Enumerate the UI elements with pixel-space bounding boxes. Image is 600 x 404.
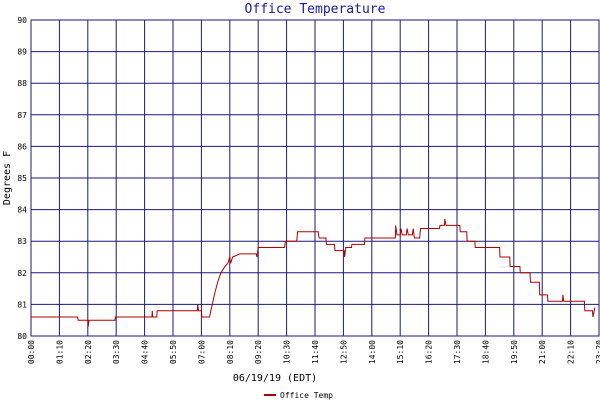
- x-tick-label: 08:10: [226, 340, 235, 364]
- x-tick-label: 03:30: [112, 340, 121, 364]
- y-tick-label: 90: [17, 16, 27, 25]
- x-tick-label: 18:40: [481, 340, 490, 364]
- chart-title: Office Temperature: [245, 2, 386, 17]
- y-tick-label: 82: [17, 269, 27, 278]
- x-tick-label: 12:50: [339, 340, 348, 364]
- y-tick-label: 88: [17, 79, 27, 88]
- y-tick-label: 86: [17, 142, 27, 151]
- x-tick-label: 22:10: [567, 340, 576, 364]
- y-tick-label: 81: [17, 300, 27, 309]
- x-tick-label: 11:40: [311, 340, 320, 364]
- x-tick-label: 00:00: [27, 340, 36, 364]
- data-line: [31, 218, 596, 327]
- legend-label: Office Temp: [280, 391, 333, 400]
- x-tick-label: 16:20: [425, 340, 434, 364]
- x-tick-label: 14:00: [368, 340, 377, 364]
- x-tick-label: 05:50: [169, 340, 178, 364]
- x-tick-label: 15:10: [396, 340, 405, 364]
- x-tick-label: 01:10: [55, 340, 64, 364]
- x-axis-label: 06/19/19 (EDT): [233, 373, 317, 384]
- y-tick-label: 85: [17, 174, 27, 183]
- y-tick-label: 83: [17, 237, 27, 246]
- y-axis-label: Degrees F: [2, 151, 13, 205]
- y-tick-label: 87: [17, 111, 27, 120]
- x-tick-label: 04:40: [141, 340, 150, 364]
- x-tick-label: 21:00: [538, 340, 547, 364]
- x-tick-label: 02:20: [84, 340, 93, 364]
- y-tick-label: 84: [17, 206, 27, 215]
- y-tick-label: 80: [17, 332, 27, 341]
- x-tick-label: 17:30: [453, 340, 462, 364]
- y-tick-label: 89: [17, 48, 27, 57]
- x-tick-label: 23:20: [595, 340, 600, 364]
- x-tick-label: 19:50: [510, 340, 519, 364]
- x-tick-label: 09:20: [254, 340, 263, 364]
- x-tick-label: 07:00: [197, 340, 206, 364]
- x-tick-label: 10:30: [283, 340, 292, 364]
